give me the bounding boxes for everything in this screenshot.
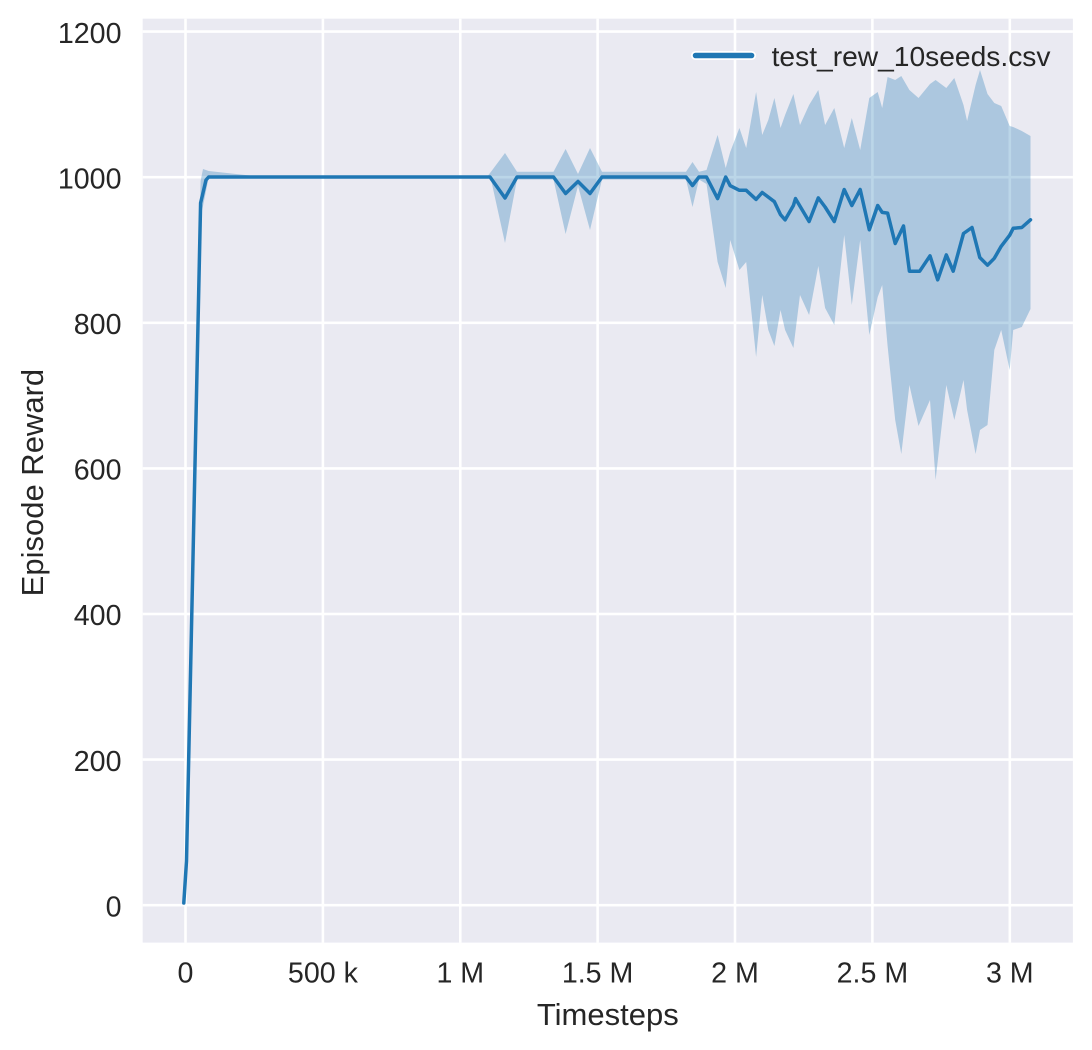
- svg-text:2 M: 2 M: [711, 957, 759, 989]
- svg-text:600: 600: [74, 455, 122, 487]
- svg-text:test_rew_10seeds.csv: test_rew_10seeds.csv: [772, 40, 1051, 72]
- svg-text:500 k: 500 k: [288, 957, 359, 989]
- svg-text:Timesteps: Timesteps: [537, 997, 679, 1032]
- svg-text:1200: 1200: [58, 18, 122, 50]
- svg-text:800: 800: [74, 309, 122, 341]
- svg-text:1000: 1000: [58, 163, 122, 195]
- svg-text:0: 0: [178, 957, 194, 989]
- svg-text:1 M: 1 M: [436, 957, 484, 989]
- svg-text:2.5 M: 2.5 M: [837, 957, 909, 989]
- svg-text:200: 200: [74, 746, 122, 778]
- svg-text:1.5 M: 1.5 M: [562, 957, 634, 989]
- svg-text:400: 400: [74, 600, 122, 632]
- svg-text:Episode Reward: Episode Reward: [15, 369, 50, 596]
- svg-text:3 M: 3 M: [986, 957, 1034, 989]
- svg-text:0: 0: [106, 891, 122, 923]
